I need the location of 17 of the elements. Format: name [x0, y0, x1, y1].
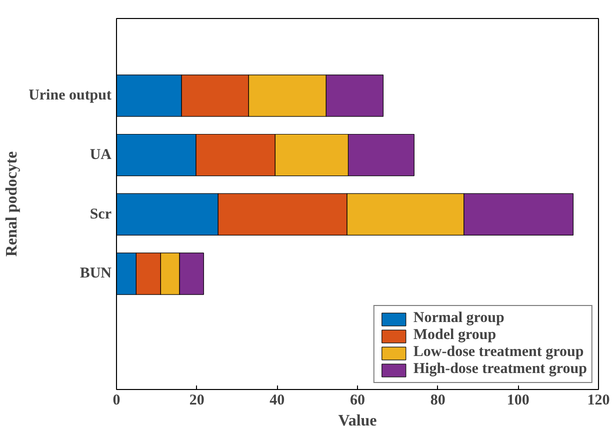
- y-tick-label: Scr: [90, 206, 112, 222]
- x-tick-label: 40: [270, 392, 285, 408]
- x-tick-label: 120: [587, 392, 610, 408]
- x-tick-label: 80: [430, 392, 446, 408]
- x-tick-label: 0: [112, 392, 120, 408]
- legend-label: Model group: [413, 327, 496, 344]
- x-tick-label: 20: [189, 392, 204, 408]
- y-tick-label: Urine output: [28, 88, 112, 104]
- legend-label: High-dose treatment group: [413, 361, 587, 378]
- legend-label: Normal group: [413, 310, 504, 327]
- legend-label: Low-dose treatment group: [413, 344, 584, 361]
- x-axis-title: Value: [338, 412, 377, 430]
- y-tick-label: BUN: [80, 266, 112, 282]
- x-tick-label: 100: [506, 392, 530, 408]
- y-tick-label: UA: [90, 147, 112, 164]
- x-tick-label: 60: [350, 392, 365, 408]
- y-axis-title: Renal podocyte: [4, 151, 21, 257]
